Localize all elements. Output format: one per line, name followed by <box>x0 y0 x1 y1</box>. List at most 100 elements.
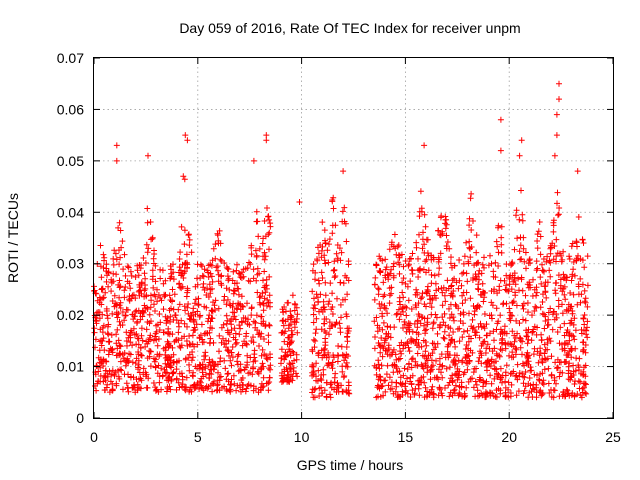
data-point <box>373 314 380 321</box>
data-point <box>390 260 397 267</box>
data-point <box>484 390 491 397</box>
data-point <box>223 376 230 383</box>
data-point <box>171 359 177 365</box>
data-point <box>335 343 342 349</box>
data-point <box>102 289 109 296</box>
data-point <box>491 337 497 344</box>
data-point <box>201 266 208 273</box>
data-point <box>256 245 263 252</box>
data-point <box>138 332 145 339</box>
data-point <box>537 274 544 281</box>
data-point <box>176 281 182 288</box>
data-point <box>441 328 448 335</box>
data-point <box>95 368 102 375</box>
data-point <box>143 326 150 333</box>
plot-frame <box>93 57 614 419</box>
data-point <box>528 337 535 344</box>
data-point <box>439 314 446 321</box>
data-point <box>570 291 577 298</box>
data-point <box>582 299 589 306</box>
data-point <box>575 214 582 220</box>
data-point <box>514 235 521 242</box>
data-point <box>437 250 444 257</box>
data-point <box>537 304 544 311</box>
data-point <box>537 251 544 258</box>
data-point <box>326 236 333 243</box>
data-point <box>444 343 451 350</box>
data-point <box>329 311 336 317</box>
data-point <box>96 359 103 366</box>
data-point <box>157 266 164 273</box>
data-point <box>103 261 110 268</box>
data-point <box>315 299 322 306</box>
data-point <box>126 297 133 304</box>
data-point <box>407 278 414 285</box>
data-point <box>267 220 274 227</box>
data-point <box>496 283 503 290</box>
data-point <box>515 388 522 395</box>
data-point <box>279 375 286 382</box>
data-point <box>261 256 268 263</box>
data-point <box>120 386 126 393</box>
data-point <box>433 314 440 321</box>
data-point <box>393 251 400 258</box>
data-point <box>265 387 272 394</box>
data-point <box>331 379 338 386</box>
data-point <box>506 352 512 359</box>
data-point <box>144 219 151 226</box>
data-point <box>343 344 350 350</box>
data-point <box>95 378 102 385</box>
data-point <box>101 254 108 261</box>
data-point <box>205 269 212 276</box>
data-point <box>531 286 538 293</box>
data-point <box>221 293 228 300</box>
data-point <box>469 316 476 323</box>
data-point <box>463 270 470 277</box>
data-point <box>538 280 545 287</box>
data-point <box>161 293 168 300</box>
data-point <box>429 350 436 357</box>
data-point <box>539 267 546 274</box>
data-point <box>278 372 285 379</box>
data-point <box>169 286 176 293</box>
data-point <box>144 205 151 212</box>
data-point <box>432 344 439 351</box>
data-point <box>108 332 115 338</box>
data-point <box>584 324 590 331</box>
data-point <box>486 389 493 396</box>
data-point <box>231 313 238 320</box>
data-point <box>415 311 422 318</box>
data-point <box>533 267 540 274</box>
data-point <box>530 276 536 283</box>
data-point <box>424 388 430 395</box>
data-point <box>286 346 292 353</box>
data-point <box>329 290 336 297</box>
data-point <box>534 324 541 331</box>
data-point <box>560 285 567 292</box>
data-point <box>173 366 180 373</box>
data-point <box>569 271 576 278</box>
data-point <box>428 311 435 318</box>
data-point <box>286 360 293 367</box>
data-point <box>386 300 393 307</box>
data-point <box>151 301 157 308</box>
data-point <box>390 263 397 270</box>
data-point <box>128 272 135 279</box>
data-point <box>473 304 480 311</box>
data-point <box>265 332 272 339</box>
data-point <box>123 338 130 344</box>
data-point <box>521 387 528 394</box>
data-point <box>548 372 555 379</box>
data-point <box>342 272 349 279</box>
data-point <box>375 291 382 298</box>
data-point <box>427 367 434 374</box>
data-point <box>198 321 205 328</box>
data-point <box>405 344 412 351</box>
data-point <box>120 266 127 273</box>
data-point <box>514 361 521 368</box>
data-point <box>310 336 317 343</box>
data-point <box>403 312 410 319</box>
data-point <box>554 200 560 207</box>
data-point <box>130 291 137 298</box>
data-point <box>428 363 435 370</box>
